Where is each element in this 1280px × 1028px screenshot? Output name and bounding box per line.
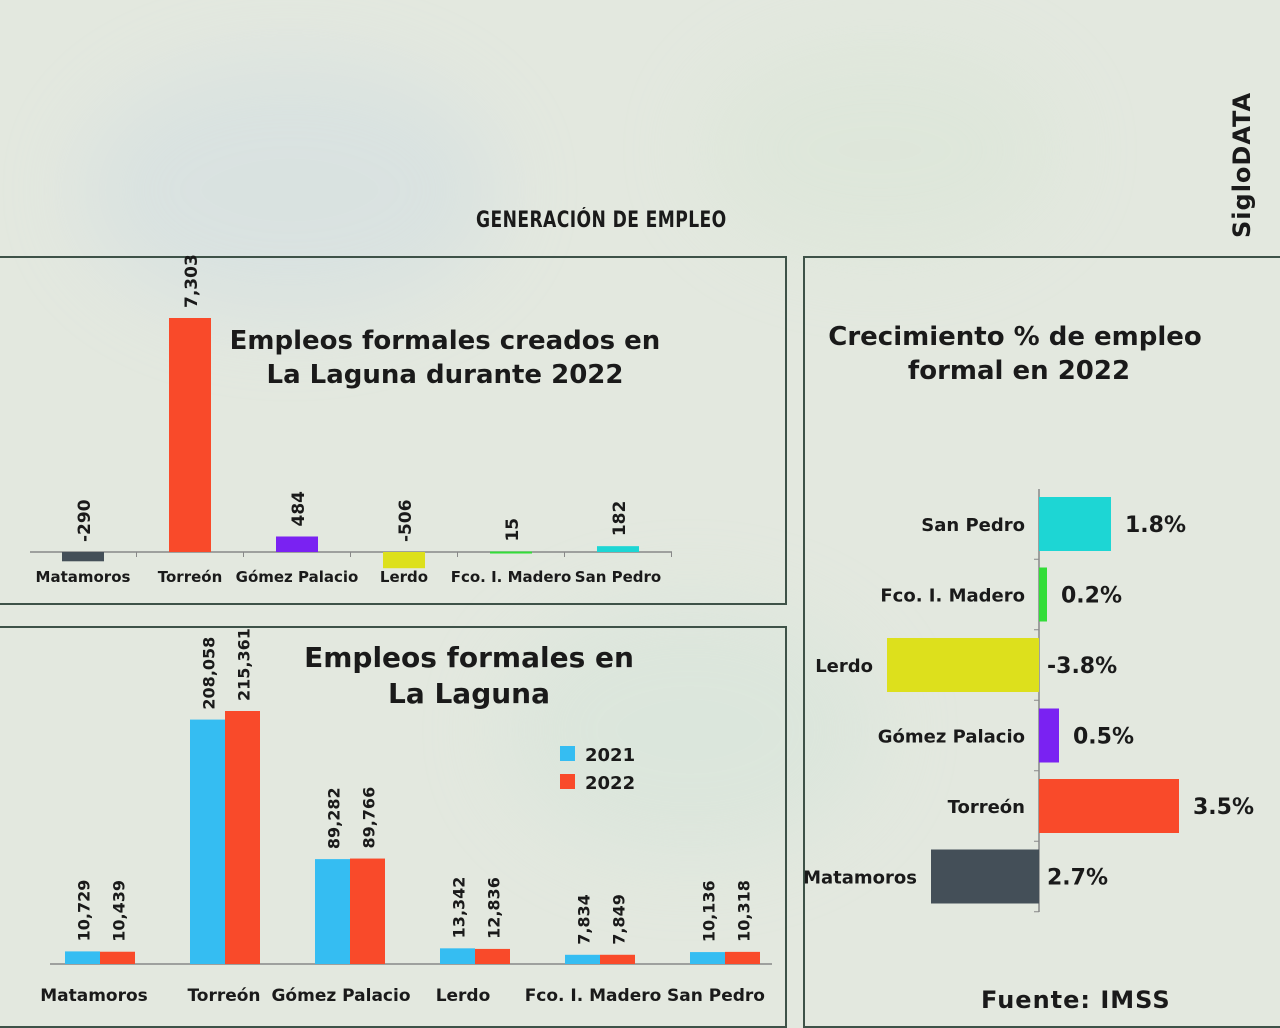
bar-2021	[190, 719, 225, 964]
data-label: 0.5%	[1073, 725, 1134, 750]
y-tick-label: Torreón	[948, 797, 1025, 818]
bar-2021	[565, 954, 600, 964]
data-label: 1.8%	[1125, 513, 1186, 538]
data-label: 7,834	[575, 894, 594, 945]
background-texture	[80, 60, 500, 320]
bar-2021	[315, 859, 350, 964]
data-label: 0.2%	[1061, 584, 1122, 609]
bar-2022	[475, 948, 510, 964]
x-tick-label: Matamoros	[40, 986, 148, 1006]
bar-crecimiento	[1039, 779, 1179, 833]
background-texture	[700, 40, 1060, 260]
y-tick-label: Fco. I. Madero	[880, 586, 1025, 607]
data-label: 208,058	[200, 637, 219, 710]
x-tick-label: Gómez Palacio	[236, 568, 359, 586]
data-label: 3.5%	[1193, 795, 1254, 820]
y-tick-label: Lerdo	[815, 656, 873, 677]
page-title: GENERACIÓN DE EMPLEO	[476, 208, 727, 233]
data-label: 89,282	[325, 787, 344, 849]
bar-2022	[100, 951, 135, 964]
x-tick-label: Fco. I. Madero	[525, 986, 662, 1006]
data-label: 484	[289, 491, 309, 527]
data-label: 7,303	[182, 254, 202, 308]
y-tick-label: Gómez Palacio	[878, 727, 1025, 748]
data-label: 89,766	[360, 787, 379, 849]
data-label: 7,849	[610, 894, 629, 945]
chart-title: Empleos formales creados en	[230, 326, 661, 356]
bar-creados	[276, 536, 318, 552]
data-label: 12,836	[485, 877, 504, 939]
bar-crecimiento	[1039, 497, 1111, 551]
legend-label: 2021	[585, 745, 635, 766]
data-label: -3.8%	[1047, 654, 1117, 679]
bar-creados	[383, 552, 425, 569]
data-label: 10,318	[735, 880, 754, 942]
bar-creados	[169, 318, 211, 552]
data-label: 10,729	[75, 880, 94, 942]
x-tick-label: Torreón	[187, 986, 260, 1006]
x-tick-label: Torreón	[158, 568, 223, 586]
data-label: 182	[610, 501, 630, 537]
x-tick-label: San Pedro	[575, 568, 661, 586]
bar-creados	[490, 551, 532, 554]
data-label: 10,439	[110, 880, 129, 942]
legend-swatch-2021	[560, 746, 575, 761]
legend-swatch-2022	[560, 774, 575, 789]
background-texture	[500, 600, 880, 860]
data-label: 2.7%	[1047, 866, 1108, 891]
y-tick-label: San Pedro	[921, 515, 1025, 536]
bar-2022	[350, 858, 385, 964]
chart-title: La Laguna durante 2022	[267, 360, 624, 390]
bar-crecimiento	[887, 638, 1039, 692]
data-label: 15	[503, 518, 523, 542]
bar-2021	[440, 948, 475, 964]
x-tick-label: San Pedro	[667, 986, 765, 1006]
chart-title: Crecimiento % de empleo	[828, 322, 1202, 352]
data-label: 13,342	[450, 877, 469, 939]
bar-2021	[690, 952, 725, 964]
bar-2022	[225, 711, 260, 964]
bar-crecimiento	[931, 849, 1039, 904]
chart-title: La Laguna	[388, 677, 550, 710]
data-label: -290	[75, 499, 95, 542]
bar-2022	[600, 954, 635, 964]
bar-crecimiento	[1039, 567, 1047, 622]
bar-crecimiento	[1039, 708, 1059, 763]
y-tick-label: Matamoros	[803, 868, 917, 889]
chart-title: Empleos formales en	[304, 641, 634, 674]
bar-creados	[597, 546, 639, 552]
x-tick-label: Matamoros	[36, 568, 131, 586]
data-label: -506	[396, 499, 416, 542]
source-note: Fuente: IMSS	[981, 986, 1171, 1014]
x-tick-label: Gómez Palacio	[271, 986, 410, 1006]
x-tick-label: Lerdo	[380, 568, 428, 586]
x-tick-label: Lerdo	[436, 986, 491, 1006]
bar-creados	[62, 552, 104, 562]
legend-label: 2022	[585, 773, 635, 794]
data-label: 10,136	[700, 880, 719, 942]
panel-creados	[0, 256, 787, 605]
bar-2022	[725, 951, 760, 964]
chart-title: formal en 2022	[908, 356, 1130, 386]
x-tick-label: Fco. I. Madero	[451, 568, 572, 586]
data-label: 215,361	[235, 628, 254, 701]
bar-2021	[65, 951, 100, 964]
